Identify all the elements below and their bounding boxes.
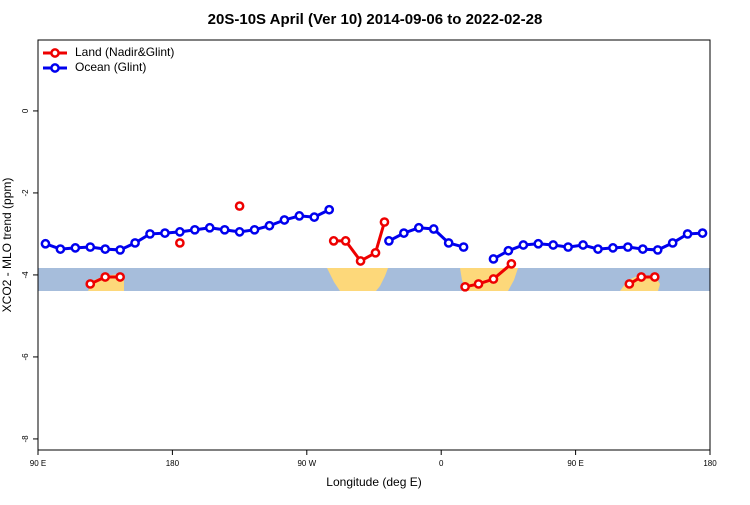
data-point — [279, 215, 290, 225]
x-tick-label: 90 E — [567, 459, 583, 468]
legend-label: Ocean (Glint) — [75, 60, 146, 74]
data-point — [548, 240, 559, 250]
data-point — [488, 274, 499, 284]
y-tick-label: 0 — [21, 108, 30, 113]
legend-marker — [50, 48, 60, 58]
y-tick-label: -6 — [21, 353, 30, 361]
data-point — [667, 238, 678, 248]
y-tick-label: -8 — [21, 435, 30, 443]
data-point — [413, 222, 424, 233]
data-point — [130, 238, 140, 248]
data-point — [100, 272, 111, 282]
data-point — [189, 224, 200, 235]
data-point — [100, 244, 111, 254]
data-point — [473, 279, 484, 289]
data-point — [593, 244, 603, 254]
data-point — [324, 204, 335, 215]
data-point — [175, 227, 185, 237]
x-tick-label: 180 — [166, 459, 180, 468]
data-point — [204, 222, 215, 233]
data-point — [682, 229, 693, 239]
data-point — [697, 228, 708, 238]
data-point — [637, 244, 648, 254]
data-point — [428, 224, 439, 234]
data-point — [264, 220, 275, 231]
data-point — [309, 212, 320, 222]
x-axis-label: Longitude (deg E) — [326, 475, 421, 489]
data-point — [370, 247, 381, 258]
x-tick-label: 90 E — [30, 459, 46, 468]
chart-title: 20S-10S April (Ver 10) 2014-09-06 to 202… — [208, 11, 543, 28]
data-point — [608, 243, 618, 253]
data-point — [294, 211, 305, 221]
data-point — [578, 240, 588, 250]
data-point — [488, 254, 499, 264]
data-point — [623, 242, 633, 252]
data-point — [70, 243, 81, 253]
data-point — [652, 245, 663, 255]
data-point — [234, 201, 245, 211]
data-point — [219, 224, 230, 235]
data-point — [649, 272, 660, 282]
data-point — [518, 240, 529, 250]
x-tick-label: 90 W — [297, 459, 316, 468]
plot-frame — [37, 39, 711, 451]
legend-label: Land (Nadir&Glint) — [75, 45, 174, 59]
data-point — [160, 228, 170, 238]
legend-marker — [50, 63, 60, 73]
data-point — [624, 279, 635, 289]
data-point — [379, 217, 390, 227]
legend: Land (Nadir&Glint)Ocean (Glint) — [43, 45, 174, 74]
data-point — [115, 245, 125, 255]
data-point — [115, 272, 125, 282]
y-tick-label: -4 — [21, 271, 30, 279]
y-axis-label: XCO2 - MLO trend (ppm) — [0, 178, 14, 313]
data-point — [145, 229, 155, 239]
data-point — [40, 238, 51, 249]
data-point — [503, 245, 514, 256]
data-point — [636, 272, 647, 282]
data-point — [234, 227, 245, 237]
y-tick-label: -2 — [21, 189, 30, 197]
data-point — [458, 242, 469, 252]
data-point — [506, 259, 517, 269]
data-point — [55, 244, 66, 254]
data-point — [399, 228, 409, 238]
data-point — [443, 238, 454, 248]
data-point — [355, 256, 366, 266]
map-strip — [38, 268, 710, 291]
x-tick-label: 0 — [439, 459, 444, 468]
data-point — [175, 238, 185, 248]
data-point — [533, 238, 544, 249]
data-point — [460, 281, 470, 292]
data-point — [85, 242, 96, 252]
data-point — [563, 242, 573, 252]
data-point — [249, 224, 260, 235]
x-tick-label: 180 — [703, 459, 717, 468]
data-point — [384, 236, 394, 246]
data-point — [328, 236, 339, 246]
data-point — [85, 279, 96, 289]
data-point — [340, 236, 351, 246]
